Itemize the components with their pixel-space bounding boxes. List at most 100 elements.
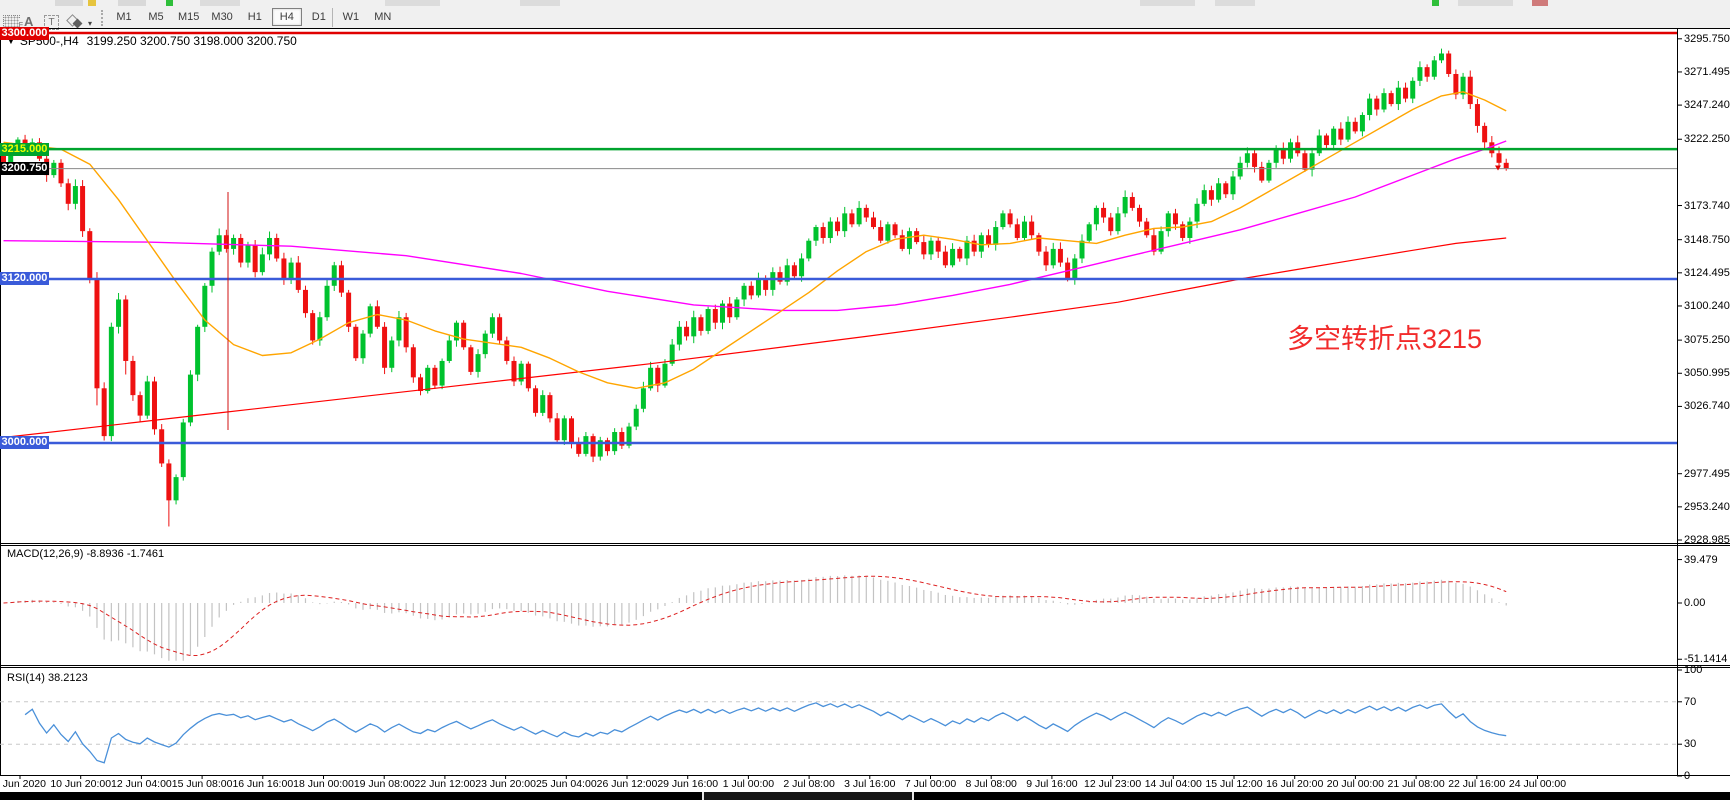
grid-icon-subscript: F xyxy=(18,19,23,33)
price-tick-label: 3026.740 xyxy=(1684,400,1730,413)
timeframe-button-D1[interactable]: D1 xyxy=(311,11,326,23)
time-axis-label: 3 Jul 16:00 xyxy=(844,778,896,790)
price-tick-label: 3124.495 xyxy=(1684,266,1730,279)
candle-body xyxy=(1359,114,1365,132)
candle-body xyxy=(691,317,697,337)
candle-body xyxy=(446,340,452,361)
candle-body xyxy=(1489,142,1495,154)
moving-average-line xyxy=(3,140,1507,312)
candle-body xyxy=(554,418,560,441)
candle-body xyxy=(1000,213,1006,228)
candle-body xyxy=(899,235,905,249)
candle-body xyxy=(1036,235,1042,252)
candle-body xyxy=(101,388,107,437)
candle-body xyxy=(1403,87,1409,99)
candle-body xyxy=(209,251,215,286)
candle-body xyxy=(166,463,172,501)
time-axis-label: 9 Jun 2020 xyxy=(0,778,46,790)
toolbar-fragment xyxy=(1140,0,1195,6)
text-label-tool-icon[interactable]: A xyxy=(24,14,34,29)
candle-body xyxy=(770,272,776,290)
candle-body xyxy=(94,278,100,389)
time-axis-label: 26 Jun 12:00 xyxy=(596,778,658,790)
candle-body xyxy=(1115,213,1121,232)
candle-body xyxy=(684,326,690,337)
candle-body xyxy=(1424,67,1430,77)
toolbar-fragment xyxy=(1532,0,1548,6)
candle-body xyxy=(331,265,337,286)
timeframe-button-H4[interactable]: H4 xyxy=(271,8,302,26)
candle-body xyxy=(1460,76,1466,95)
candle-body xyxy=(1482,125,1488,143)
candle-body xyxy=(856,207,862,225)
candle-body xyxy=(626,426,632,446)
timeframe-button-M30[interactable]: M30 xyxy=(211,11,233,23)
candle-body xyxy=(403,317,409,348)
candle-body xyxy=(820,227,826,238)
candle-body xyxy=(842,213,848,232)
candle-body xyxy=(288,262,294,279)
time-axis-label: 7 Jul 00:00 xyxy=(904,778,957,790)
candle-body xyxy=(353,326,359,359)
candle-body xyxy=(1496,153,1502,163)
candle-body xyxy=(1158,231,1164,252)
toolbar-fragment xyxy=(1458,0,1513,6)
candle-body xyxy=(1288,142,1294,159)
candle-body xyxy=(511,360,517,382)
timeframe-button-M5[interactable]: M5 xyxy=(148,11,164,23)
candle-body xyxy=(1252,153,1258,167)
candle-body xyxy=(504,340,510,361)
candle-body xyxy=(1201,190,1207,204)
candle-body xyxy=(1079,240,1085,259)
candle-body xyxy=(1259,166,1265,181)
time-axis-label: 14 Jul 04:00 xyxy=(1144,778,1202,790)
time-axis-label: 19 Jun 08:00 xyxy=(353,778,415,790)
candle-body xyxy=(712,309,718,323)
candle-body xyxy=(1474,104,1480,126)
candle-body xyxy=(1345,121,1351,140)
candle-body xyxy=(396,317,402,341)
candle-body xyxy=(518,363,524,382)
candle-body xyxy=(827,221,833,238)
candle-body xyxy=(633,408,639,427)
macd-tick-label: 0.00 xyxy=(1684,597,1706,609)
candle-body xyxy=(1029,221,1035,236)
timeframe-button-H1[interactable]: H1 xyxy=(247,11,262,23)
candle-body xyxy=(1021,221,1027,238)
chevron-down-icon[interactable]: ▾ xyxy=(88,19,93,28)
time-axis-label: 9 Jul 16:00 xyxy=(1026,778,1078,790)
candle-body xyxy=(1503,162,1509,169)
candle-body xyxy=(202,285,208,327)
price-badge: 3215.000 xyxy=(0,142,49,156)
candle-body xyxy=(1151,235,1157,252)
candle-body xyxy=(878,227,884,241)
candle-body xyxy=(281,258,287,279)
candle-body xyxy=(1446,53,1452,74)
toolbar-fragment xyxy=(1215,0,1255,6)
annotation-text[interactable]: 多空转折点3215 xyxy=(1287,324,1483,354)
macd-tick-label: -51.1414 xyxy=(1684,653,1728,666)
candle-body xyxy=(439,360,445,386)
time-axis-label: 21 Jul 08:00 xyxy=(1387,778,1445,790)
last-price-arrow-icon xyxy=(1495,165,1501,171)
timeframe-button-W1[interactable]: W1 xyxy=(342,11,360,23)
timeframe-button-M15[interactable]: M15 xyxy=(178,11,200,23)
timeframe-button-MN[interactable]: MN xyxy=(374,11,392,23)
candle-body xyxy=(619,432,625,446)
text-box-tool-icon[interactable]: T xyxy=(44,15,59,30)
time-axis-label: 23 Jun 20:00 xyxy=(475,778,536,790)
candle-body xyxy=(540,395,546,413)
candle-body xyxy=(180,422,186,478)
candle-body xyxy=(418,377,424,392)
candle-body xyxy=(978,235,984,252)
taskbar-segment xyxy=(702,792,914,800)
time-axis-label: 15 Jul 12:00 xyxy=(1205,778,1263,790)
candle-body xyxy=(1187,221,1193,238)
candle-body xyxy=(777,272,783,282)
moving-average-line xyxy=(3,237,1507,439)
toolbar-drag-handle[interactable] xyxy=(101,10,103,26)
collapse-triangle-icon[interactable]: ▼ xyxy=(7,37,15,46)
timeframe-button-M1[interactable]: M1 xyxy=(116,11,132,23)
